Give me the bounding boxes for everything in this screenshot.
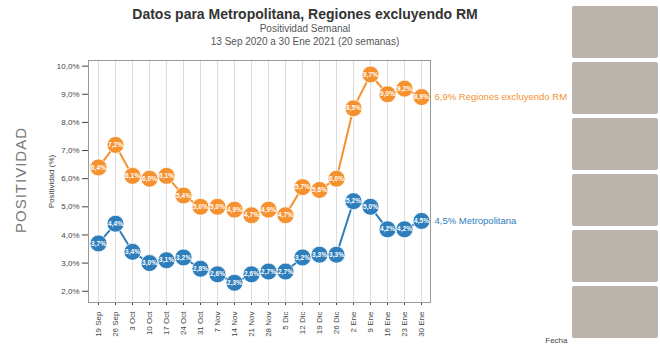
svg-text:6,0%: 6,0% — [61, 174, 79, 183]
svg-text:2,0%: 2,0% — [61, 287, 79, 296]
svg-text:5 Dic: 5 Dic — [281, 312, 290, 330]
html-text:POSITIVIDAD: POSITIVIDAD — [11, 127, 29, 233]
html-text:Positividad Semanal: Positividad Semanal — [259, 23, 351, 34]
svg-text:9,2%: 9,2% — [397, 85, 412, 93]
svg-text:Fecha: Fecha — [545, 336, 568, 345]
svg-text:4,5%: 4,5% — [414, 217, 429, 225]
svg-text:8,0%: 8,0% — [61, 118, 79, 127]
svg-text:2,3%: 2,3% — [227, 279, 242, 287]
svg-text:10 Oct: 10 Oct — [145, 311, 154, 335]
svg-text:3,7%: 3,7% — [91, 239, 106, 247]
svg-text:6,0%: 6,0% — [142, 175, 157, 183]
svg-text:5,6%: 5,6% — [312, 186, 327, 194]
svg-text:17 Oct: 17 Oct — [162, 311, 171, 335]
svg-text:7 Nov: 7 Nov — [213, 312, 222, 333]
svg-text:23 Ene: 23 Ene — [400, 311, 409, 337]
svg-text:3,0%: 3,0% — [61, 259, 79, 268]
svg-text:8,5%: 8,5% — [346, 104, 361, 112]
html-text:Datos para Metropolitana, Regi: Datos para Metropolitana, Regiones exclu… — [132, 6, 478, 22]
svg-text:26 Sep: 26 Sep — [111, 311, 120, 337]
svg-text:4,7%: 4,7% — [244, 211, 259, 219]
svg-text:2,7%: 2,7% — [278, 268, 293, 276]
svg-text:19 Sep: 19 Sep — [94, 311, 103, 337]
svg-text:30 Ene: 30 Ene — [417, 311, 426, 337]
svg-text:4,2%: 4,2% — [380, 225, 395, 233]
html-text:13 Sep 2020 a 30 Ene 2021 (20: 13 Sep 2020 a 30 Ene 2021 (20 semanas) — [210, 36, 400, 47]
svg-text:Positividad (%): Positividad (%) — [47, 154, 56, 208]
svg-text:3,3%: 3,3% — [329, 251, 344, 259]
svg-text:8,9%: 8,9% — [414, 93, 429, 101]
svg-text:9,0%: 9,0% — [380, 90, 395, 98]
svg-text:9,0%: 9,0% — [61, 90, 79, 99]
svg-text:3,3%: 3,3% — [312, 251, 327, 259]
svg-text:5,2%: 5,2% — [346, 197, 361, 205]
svg-text:2,7%: 2,7% — [261, 268, 276, 276]
svg-text:21 Nov: 21 Nov — [247, 312, 256, 337]
svg-text:6,9% Regiones excluyendo RM: 6,9% Regiones excluyendo RM — [435, 91, 568, 102]
svg-text:6,1%: 6,1% — [125, 172, 140, 180]
svg-text:7,2%: 7,2% — [108, 141, 123, 149]
svg-text:4,4%: 4,4% — [108, 220, 123, 228]
svg-text:5,0%: 5,0% — [210, 203, 225, 211]
svg-text:3,4%: 3,4% — [125, 248, 140, 256]
svg-text:24 Oct: 24 Oct — [179, 311, 188, 335]
svg-text:5,7%: 5,7% — [295, 183, 310, 191]
svg-text:9 Ene: 9 Ene — [366, 311, 375, 332]
svg-text:26 Dic: 26 Dic — [332, 312, 341, 335]
svg-text:3,1%: 3,1% — [159, 256, 174, 264]
svg-text:4,7%: 4,7% — [278, 211, 293, 219]
svg-text:2,6%: 2,6% — [210, 270, 225, 278]
svg-text:3 Oct: 3 Oct — [128, 311, 137, 331]
svg-text:14 Nov: 14 Nov — [230, 312, 239, 337]
svg-text:3,2%: 3,2% — [295, 254, 310, 262]
svg-text:2,6%: 2,6% — [244, 270, 259, 278]
svg-text:28 Nov: 28 Nov — [264, 312, 273, 337]
svg-text:12 Dic: 12 Dic — [298, 312, 307, 335]
svg-text:6,1%: 6,1% — [159, 172, 174, 180]
svg-text:5,0%: 5,0% — [61, 202, 79, 211]
svg-text:5,4%: 5,4% — [176, 192, 191, 200]
svg-text:10,0%: 10,0% — [57, 62, 80, 71]
svg-text:5,0%: 5,0% — [193, 203, 208, 211]
svg-text:2 Ene: 2 Ene — [349, 311, 358, 332]
svg-text:4,9%: 4,9% — [227, 206, 242, 214]
svg-text:5,0%: 5,0% — [363, 203, 378, 211]
svg-text:4,9%: 4,9% — [261, 206, 276, 214]
svg-text:19 Dic: 19 Dic — [315, 312, 324, 335]
svg-text:3,0%: 3,0% — [142, 259, 157, 267]
svg-text:9,7%: 9,7% — [363, 71, 378, 79]
svg-text:6,0%: 6,0% — [329, 175, 344, 183]
svg-text:6,4%: 6,4% — [91, 164, 106, 172]
svg-text:4,0%: 4,0% — [61, 231, 79, 240]
svg-text:7,0%: 7,0% — [61, 146, 79, 155]
svg-text:16 Ene: 16 Ene — [383, 311, 392, 337]
svg-text:4,2%: 4,2% — [397, 225, 412, 233]
svg-text:2,8%: 2,8% — [193, 265, 208, 273]
svg-text:3,2%: 3,2% — [176, 254, 191, 262]
svg-text:31 Oct: 31 Oct — [196, 311, 205, 335]
svg-text:4,5% Metropolitana: 4,5% Metropolitana — [435, 215, 518, 226]
